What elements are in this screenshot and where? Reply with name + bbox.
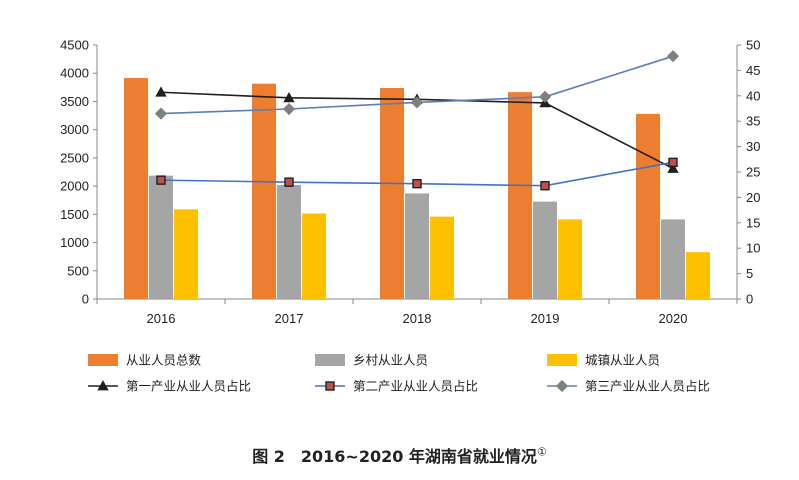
line-point — [325, 381, 335, 391]
y-right-tick-label: 35 — [746, 114, 760, 129]
line-point — [410, 96, 424, 109]
legend-label: 城镇从业人员 — [585, 353, 660, 368]
legend-swatch — [547, 354, 577, 366]
y-right-tick-label: 5 — [746, 266, 753, 281]
y-right-tick-label: 45 — [746, 63, 760, 78]
y-left-tick-label: 1500 — [60, 207, 89, 222]
y-left-tick-label: 4500 — [60, 38, 89, 53]
figure-caption: 图 2 2016~2020 年湖南省就业情况① — [0, 443, 799, 467]
bar — [380, 88, 404, 299]
bar — [661, 219, 685, 299]
bar — [686, 252, 710, 299]
bar — [252, 83, 276, 299]
x-tick-label: 2017 — [275, 311, 304, 326]
y-right-tick-label: 20 — [746, 190, 760, 205]
bar — [124, 78, 148, 300]
bar — [430, 216, 454, 299]
chart-svg: 0 500 1000 1500 2000 2500 3000 3500 4000 4500 0 5 10… — [60, 38, 760, 394]
legend-label: 第一产业从业人员占比 — [126, 379, 251, 394]
y-right-tick-label: 25 — [746, 165, 760, 180]
y-left-tick-label: 2000 — [60, 179, 89, 194]
bar — [636, 113, 660, 300]
line-point — [538, 90, 552, 103]
y-left-tick-label: 1000 — [60, 235, 89, 250]
x-tick-label: 2020 — [659, 311, 688, 326]
line-point — [156, 175, 166, 185]
line-point — [412, 178, 422, 189]
legend-swatch — [88, 354, 118, 366]
y-left-tick-label: 2500 — [60, 150, 89, 165]
y-left-tick-label: 3500 — [60, 94, 89, 109]
y-right-tick-label: 15 — [746, 215, 760, 230]
legend-label: 第二产业从业人员占比 — [353, 379, 478, 394]
line-point — [155, 86, 167, 97]
line-point — [666, 50, 680, 63]
bar — [508, 92, 532, 300]
bar — [149, 175, 173, 299]
line-point — [555, 379, 569, 393]
x-tick-label: 2019 — [531, 311, 560, 326]
y-left-tick-label: 4000 — [60, 66, 89, 81]
line-point — [667, 162, 679, 173]
bar — [302, 213, 326, 299]
y-right-tick-label: 50 — [746, 38, 760, 53]
line-point — [97, 380, 109, 391]
line-point — [540, 181, 550, 191]
bar — [277, 184, 301, 299]
y-left-tick-label: 3000 — [60, 122, 89, 137]
x-tick-label: 2016 — [147, 311, 176, 326]
y-left-tick-label: 0 — [82, 292, 89, 307]
legend-label: 第三产业从业人员占比 — [585, 379, 710, 394]
bar — [558, 219, 582, 299]
legend-label: 从业人员总数 — [126, 353, 202, 368]
caption-footnote: ① — [536, 445, 547, 459]
x-tick-label: 2018 — [403, 311, 432, 326]
y-right-tick-label: 0 — [746, 292, 753, 307]
y-left-tick-label: 500 — [67, 263, 89, 278]
legend-swatch — [315, 354, 345, 366]
y-right-tick-label: 30 — [746, 139, 760, 154]
line-point — [282, 102, 296, 116]
line-point — [284, 177, 294, 187]
line-point — [668, 157, 678, 168]
line-point — [154, 107, 168, 120]
y-right-tick-label: 10 — [746, 241, 760, 256]
caption-text: 图 2 2016~2020 年湖南省就业情况 — [252, 447, 537, 466]
bar — [533, 201, 557, 299]
bar — [405, 193, 429, 299]
line-point — [283, 92, 295, 103]
bar — [174, 209, 198, 299]
y-right-tick-label: 40 — [746, 88, 760, 103]
legend-label: 乡村从业人员 — [353, 353, 428, 368]
